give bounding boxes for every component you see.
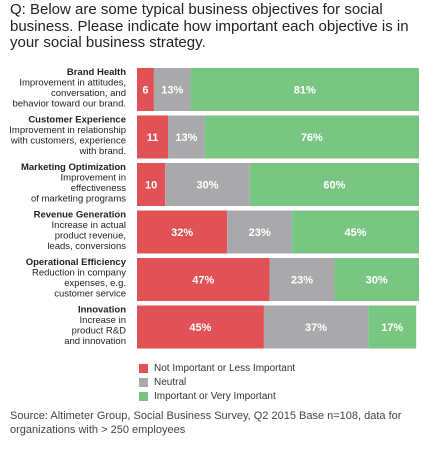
legend-label-important: Important or Very Important bbox=[154, 390, 276, 402]
bar-operational-efficiency-important-or-very-important bbox=[334, 258, 419, 301]
bar-marketing-optimization-important-or-very-important bbox=[249, 163, 419, 206]
value-label-marketing-optimization-neutral: 30% bbox=[196, 180, 218, 192]
value-label-brand-health-not-important-or-less-important: 6 bbox=[142, 85, 148, 97]
category-desc-marketing-optimization: Improvement in bbox=[61, 173, 126, 184]
stacked-bar-chart: 6 13% 81% 11 13% 76% 10 30% 60% 32% 23% 45% 47% 23% 30… bbox=[9, 67, 419, 349]
category-label-operational-efficiency: Operational Efficiency Reduction in compa… bbox=[26, 257, 127, 300]
legend-item-important: Important or Very Important bbox=[139, 389, 295, 403]
value-label-innovation-not-important-or-less-important: 45% bbox=[189, 322, 211, 334]
category-desc-operational-efficiency: customer service bbox=[54, 289, 126, 300]
category-name-operational-efficiency: Operational Efficiency bbox=[26, 257, 127, 268]
value-label-operational-efficiency-important-or-very-important: 30% bbox=[366, 275, 388, 287]
legend-item-neutral: Neutral bbox=[139, 375, 295, 389]
bar-operational-efficiency-neutral bbox=[269, 258, 335, 301]
bar-innovation-important-or-very-important bbox=[368, 305, 417, 349]
legend-item-not-important: Not Important or Less Important bbox=[139, 361, 295, 375]
bar-marketing-optimization-not-important-or-less-important bbox=[137, 163, 166, 206]
category-desc-revenue-generation: leads, conversions bbox=[47, 241, 126, 252]
category-desc-innovation: Increase in bbox=[80, 315, 126, 326]
category-name-revenue-generation: Revenue Generation bbox=[34, 210, 127, 221]
value-label-marketing-optimization-not-important-or-less-important: 10 bbox=[145, 180, 157, 192]
category-desc-brand-health: behavior toward our brand. bbox=[12, 99, 126, 110]
bars-layer: 6 13% 81% 11 13% 76% 10 30% 60% 32% 23% 45% 47% 23% 30… bbox=[137, 68, 419, 349]
value-label-brand-health-neutral: 13% bbox=[161, 85, 183, 97]
category-desc-operational-efficiency: expenses, e.g. bbox=[64, 278, 126, 289]
value-label-marketing-optimization-important-or-very-important: 60% bbox=[323, 180, 345, 192]
legend-label-not-important: Not Important or Less Important bbox=[154, 362, 296, 374]
category-name-innovation: Innovation bbox=[78, 305, 126, 316]
bar-revenue-generation-not-important-or-less-important bbox=[137, 210, 228, 254]
category-desc-customer-experience: Improvement in relationship bbox=[9, 125, 126, 136]
value-label-customer-experience-important-or-very-important: 76% bbox=[301, 132, 323, 144]
value-label-revenue-generation-neutral: 23% bbox=[249, 227, 271, 239]
chart-title: Q: Below are some typical business objec… bbox=[10, 1, 409, 51]
value-label-revenue-generation-not-important-or-less-important: 32% bbox=[171, 227, 193, 239]
category-desc-marketing-optimization: effectiveness bbox=[71, 183, 127, 194]
category-name-brand-health: Brand Health bbox=[67, 67, 126, 78]
legend-swatch-neutral bbox=[139, 377, 148, 387]
value-label-revenue-generation-important-or-very-important: 45% bbox=[345, 227, 367, 239]
category-desc-operational-efficiency: Reduction in company bbox=[32, 268, 126, 279]
legend: Not Important or Less Important Neutral … bbox=[139, 361, 295, 403]
category-labels-layer: Brand Health Improvement in attitudes, con… bbox=[9, 67, 126, 347]
category-desc-customer-experience: with brand. bbox=[79, 146, 126, 157]
category-desc-innovation: product R&D bbox=[72, 326, 127, 337]
bar-innovation-not-important-or-less-important bbox=[137, 305, 264, 349]
category-label-innovation: Innovation Increase in product R&D and inno… bbox=[64, 305, 126, 348]
value-label-innovation-important-or-very-important: 17% bbox=[381, 322, 403, 334]
bar-operational-efficiency-not-important-or-less-important bbox=[137, 258, 270, 301]
bar-brand-health-not-important-or-less-important bbox=[137, 68, 154, 111]
bar-innovation-neutral bbox=[263, 305, 369, 349]
bar-customer-experience-important-or-very-important bbox=[204, 115, 419, 159]
value-label-innovation-neutral: 37% bbox=[305, 322, 327, 334]
source-note: Source: Altimeter Group, Social Business… bbox=[10, 410, 402, 436]
category-name-marketing-optimization: Marketing Optimization bbox=[21, 162, 126, 173]
category-desc-revenue-generation: product revenue, bbox=[55, 231, 126, 242]
value-label-operational-efficiency-neutral: 23% bbox=[291, 275, 313, 287]
bar-revenue-generation-neutral bbox=[227, 210, 293, 254]
bar-revenue-generation-important-or-very-important bbox=[292, 210, 419, 254]
category-label-revenue-generation: Revenue Generation Increase in actual prod… bbox=[34, 210, 127, 253]
legend-swatch-important bbox=[139, 391, 148, 401]
category-desc-innovation: and innovation bbox=[64, 336, 126, 347]
value-label-operational-efficiency-not-important-or-less-important: 47% bbox=[192, 275, 214, 287]
category-desc-revenue-generation: Increase in actual bbox=[52, 220, 126, 231]
legend-label-neutral: Neutral bbox=[154, 376, 187, 388]
category-desc-customer-experience: with customers, experience bbox=[10, 136, 126, 147]
bar-customer-experience-neutral bbox=[168, 115, 205, 159]
legend-swatch-not-important bbox=[139, 363, 148, 373]
value-label-customer-experience-neutral: 13% bbox=[175, 132, 197, 144]
category-desc-marketing-optimization: of marketing programs bbox=[31, 194, 126, 205]
bar-brand-health-neutral bbox=[153, 68, 191, 111]
category-label-brand-health: Brand Health Improvement in attitudes, con… bbox=[12, 67, 126, 110]
category-label-marketing-optimization: Marketing Optimization Improvement in effe… bbox=[21, 162, 126, 205]
category-label-customer-experience: Customer Experience Improvement in relati… bbox=[9, 115, 126, 158]
bar-customer-experience-not-important-or-less-important bbox=[137, 115, 169, 159]
bar-brand-health-important-or-very-important bbox=[190, 68, 419, 111]
category-desc-brand-health: conversation, and bbox=[51, 88, 126, 99]
bar-marketing-optimization-neutral bbox=[165, 163, 250, 206]
value-label-customer-experience-not-important-or-less-important: 11 bbox=[147, 132, 159, 144]
value-label-brand-health-important-or-very-important: 81% bbox=[294, 85, 316, 97]
category-name-customer-experience: Customer Experience bbox=[28, 115, 126, 126]
category-desc-brand-health: Improvement in attitudes, bbox=[19, 78, 126, 89]
